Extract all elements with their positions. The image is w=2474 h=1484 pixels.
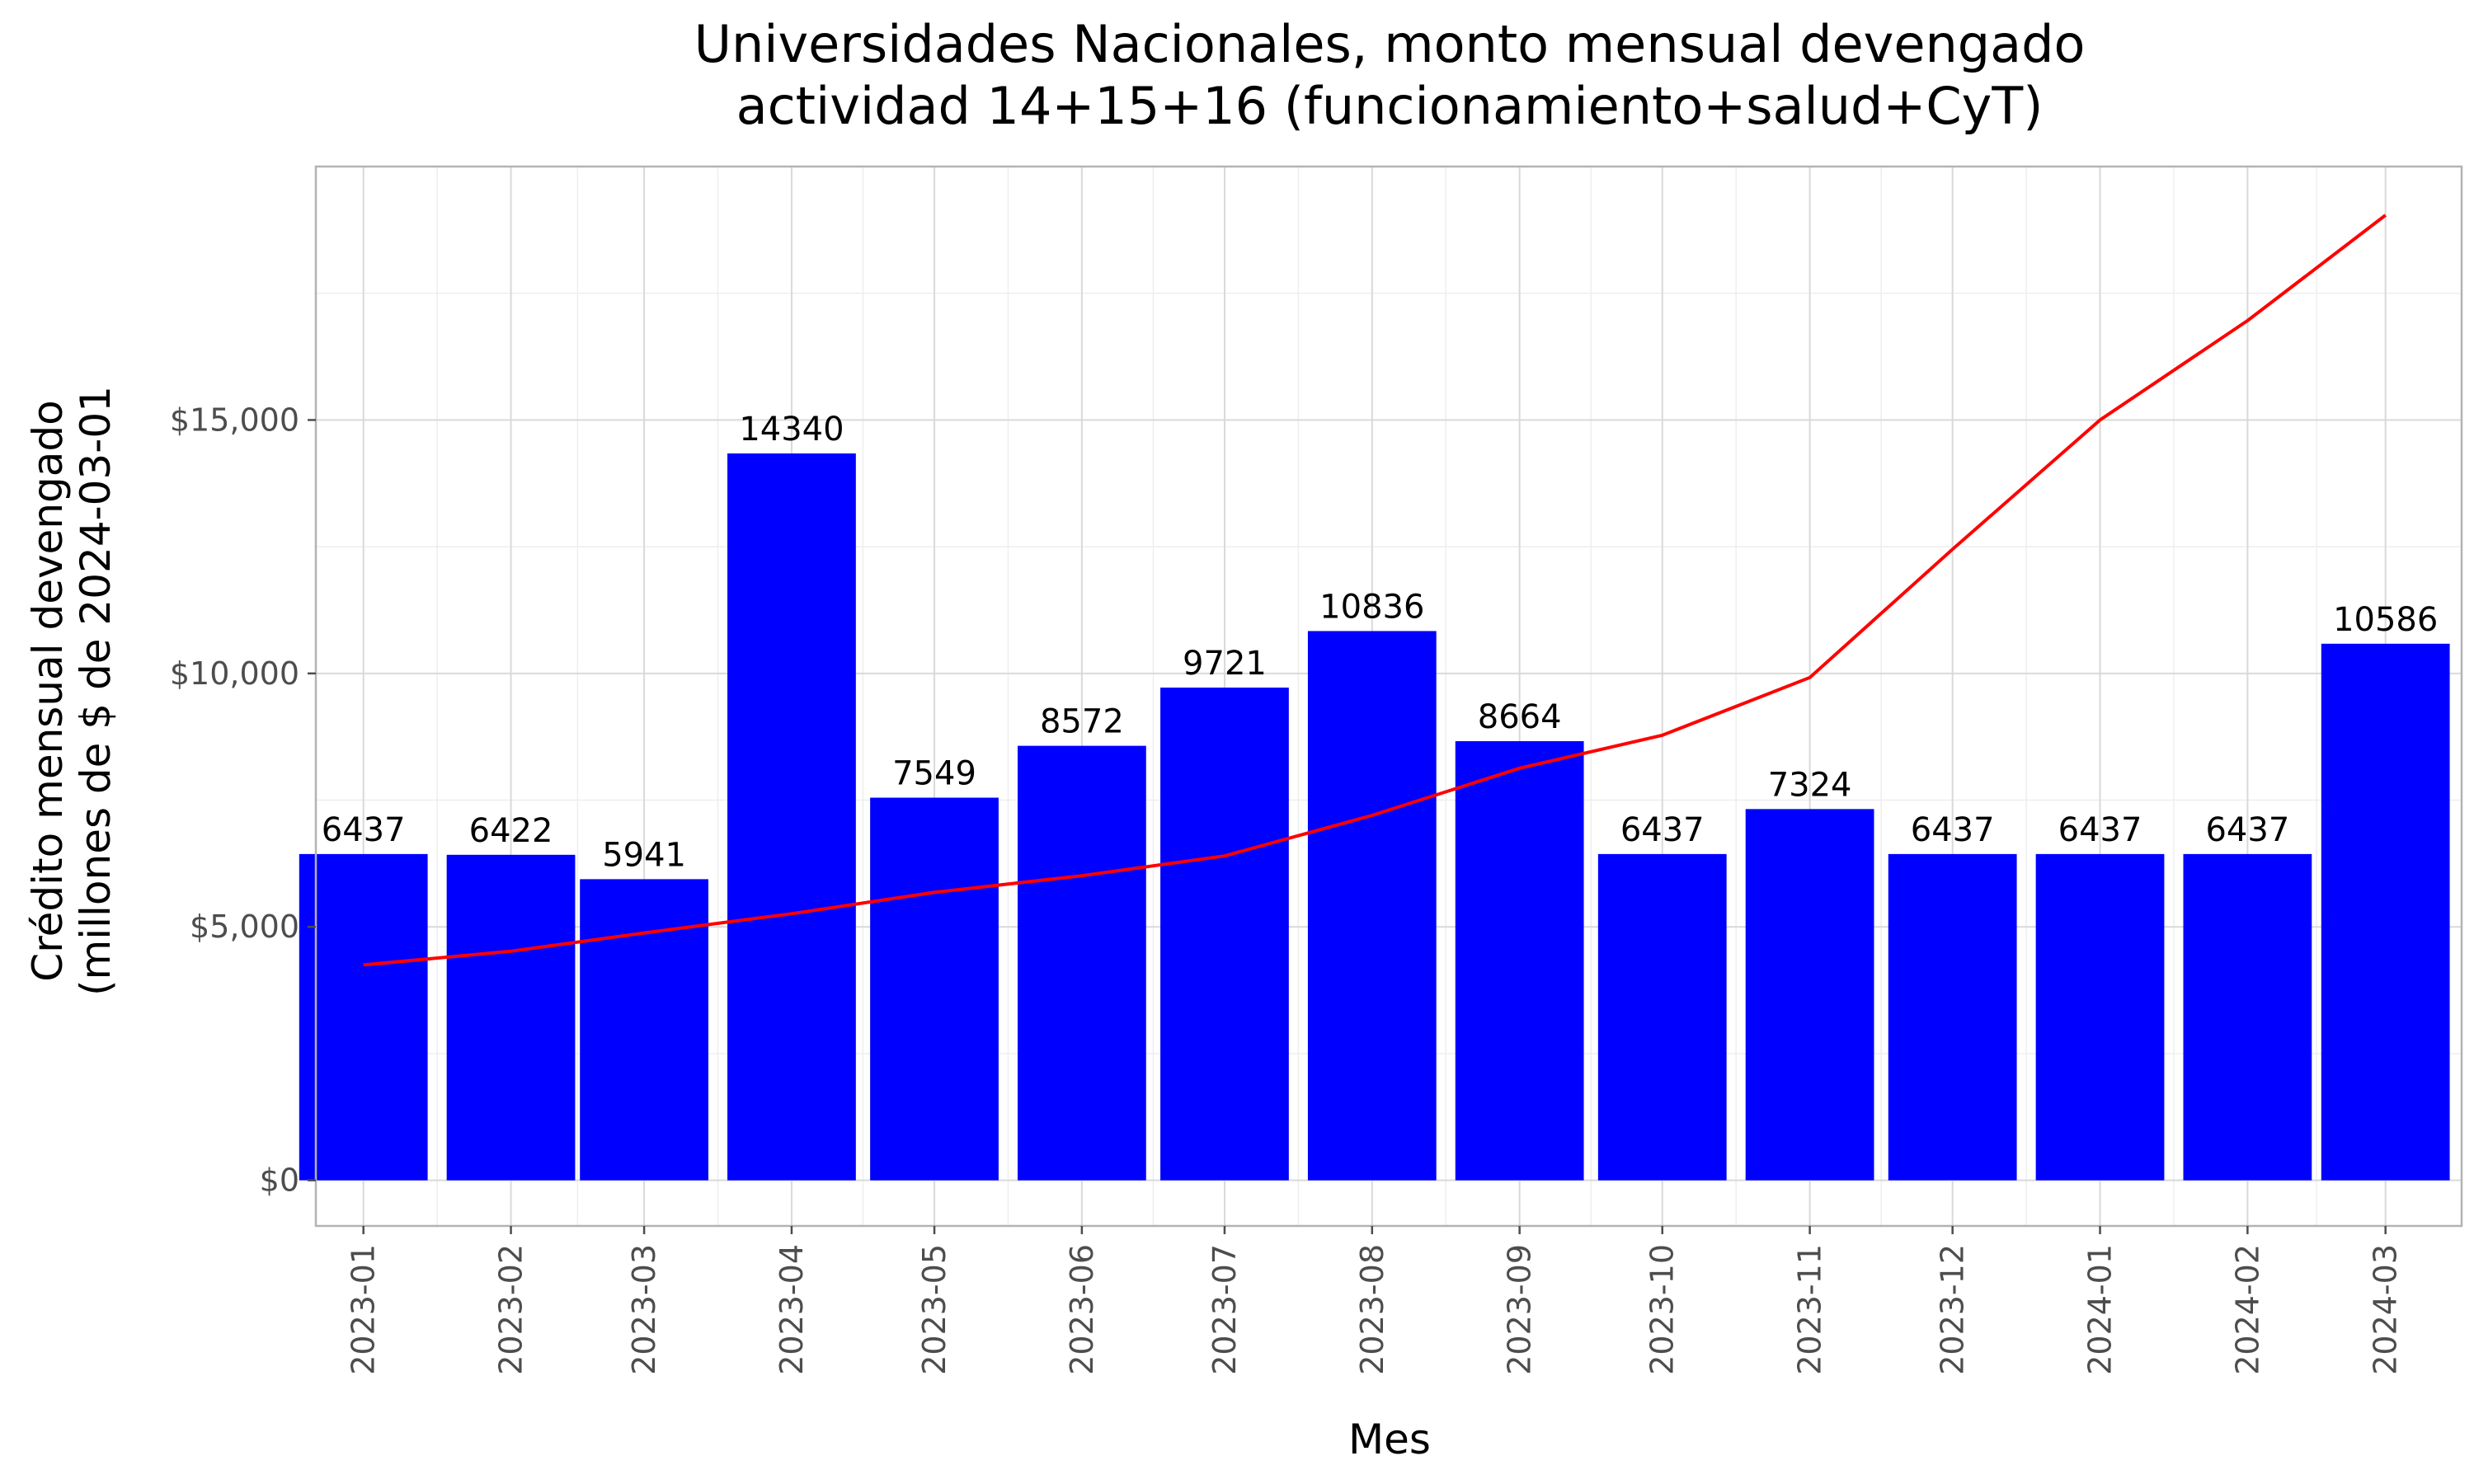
bar-value-label: 14340	[739, 411, 844, 448]
x-tick-label: 2024-03	[2368, 1244, 2404, 1375]
bar	[446, 854, 576, 1181]
bar-value-label: 7549	[892, 755, 976, 793]
bar-value-label: 7324	[1768, 766, 1852, 804]
x-tick-label: 2023-04	[774, 1244, 810, 1375]
bar	[1455, 740, 1584, 1181]
y-axis: $0 $5,000 $10,000 $15,000	[170, 402, 316, 1199]
bar-value-label: 6422	[469, 812, 553, 850]
y-tick-label: $0	[260, 1162, 299, 1199]
y-tick-label: $10,000	[170, 655, 299, 692]
bar-value-label: 9721	[1183, 645, 1267, 683]
y-tick-label: $5,000	[190, 909, 299, 945]
bar-value-label: 8572	[1040, 703, 1124, 741]
bar	[1160, 687, 1289, 1181]
chart-title-line-1: Universidades Nacionales, monto mensual …	[694, 14, 2086, 74]
bar-value-label: 8664	[1478, 698, 1562, 736]
y-axis-title: Crédito mensual devengado (millones de $…	[24, 386, 120, 996]
x-tick-label: 2023-12	[1935, 1244, 1971, 1375]
bar-value-label: 6437	[1911, 811, 1995, 849]
x-tick-label: 2023-08	[1354, 1244, 1390, 1375]
bar	[2183, 853, 2312, 1181]
y-axis-title-line-1: Crédito mensual devengado	[24, 400, 72, 981]
y-axis-title-line-2: (millones de $ de 2024-03-01	[72, 386, 120, 996]
x-axis: 2023-01 2023-02 2023-03 2023-04 2023-05 2023-…	[346, 1226, 2404, 1375]
x-tick-label: 2024-01	[2082, 1244, 2119, 1375]
bar	[727, 453, 856, 1181]
line-series	[363, 214, 2387, 967]
x-tick-label: 2023-09	[1502, 1244, 1538, 1375]
x-tick-label: 2023-07	[1206, 1244, 1243, 1375]
bar	[580, 879, 708, 1181]
x-tick-label: 2023-05	[916, 1244, 952, 1375]
plot-panel-border	[314, 165, 2463, 1228]
bar	[1307, 631, 1437, 1181]
x-tick-label: 2024-02	[2229, 1244, 2265, 1375]
x-axis-title: Mes	[1348, 1416, 1431, 1463]
bar-value-label: 6437	[322, 811, 406, 849]
x-tick-label: 2023-11	[1792, 1244, 1828, 1375]
bar-value-labels: 6437 6422 5941 14340 7549 8572 9721 10836 8664 64…	[322, 411, 2439, 874]
bar	[870, 797, 999, 1181]
bar	[1017, 745, 1146, 1181]
bar-value-label: 6437	[2058, 811, 2142, 849]
bar	[1597, 853, 1727, 1181]
bar-value-label: 6437	[2205, 811, 2289, 849]
bar-value-label: 5941	[602, 836, 686, 874]
x-tick-label: 2023-06	[1064, 1244, 1100, 1375]
bar	[299, 853, 428, 1181]
y-tick-label: $15,000	[170, 402, 299, 438]
bar	[1888, 853, 2017, 1181]
line-series-path	[363, 214, 2387, 967]
x-tick-label: 2023-10	[1644, 1244, 1681, 1375]
chart-title: Universidades Nacionales, monto mensual …	[694, 14, 2086, 136]
bar-value-label: 10586	[2333, 601, 2438, 639]
chart-title-line-2: actividad 14+15+16 (funcionamiento+salud…	[736, 76, 2044, 136]
bar-series	[299, 453, 2450, 1181]
bar	[2035, 853, 2165, 1181]
bar-value-label: 6437	[1620, 811, 1705, 849]
x-tick-label: 2023-01	[346, 1244, 382, 1375]
bar	[2321, 643, 2450, 1181]
x-tick-label: 2023-02	[493, 1244, 529, 1375]
x-tick-label: 2023-03	[626, 1244, 662, 1375]
bar-value-label: 10836	[1319, 588, 1424, 626]
bar	[1745, 809, 1874, 1181]
